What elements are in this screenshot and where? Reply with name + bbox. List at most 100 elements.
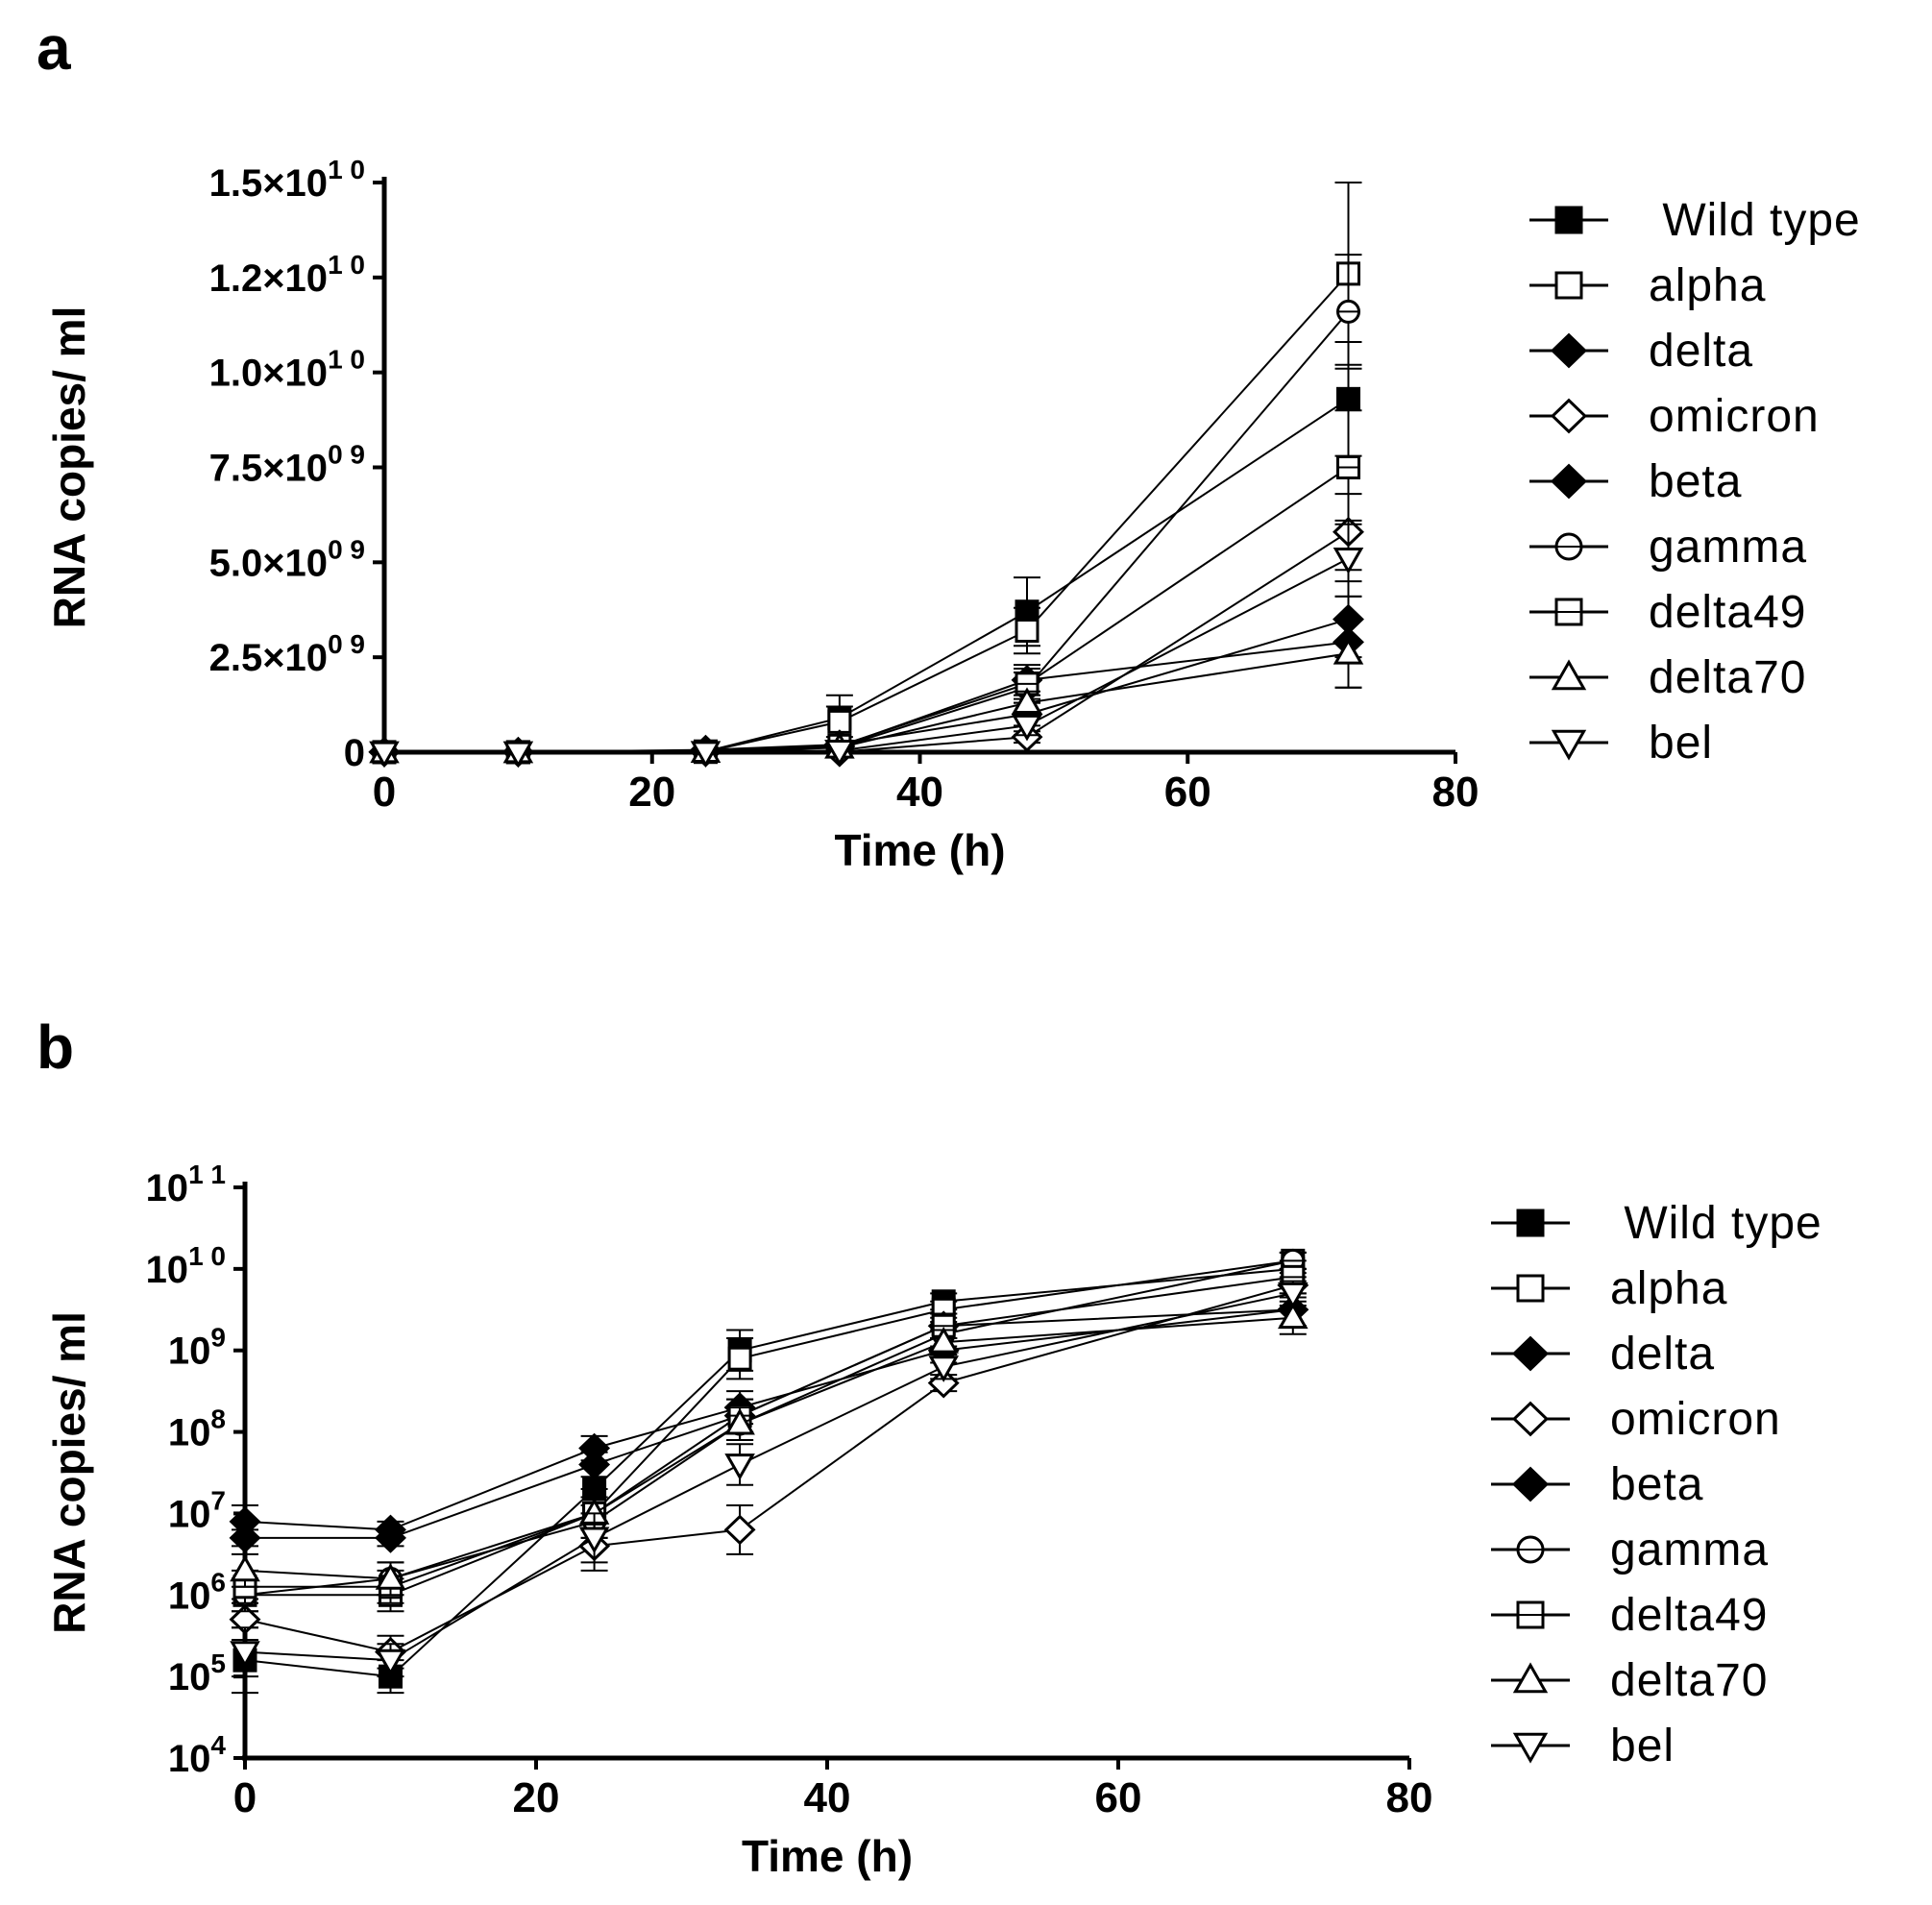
y-tick-label: 109 [168,1323,226,1373]
data-point [1336,455,1360,479]
y-tick-exponent: 9 [210,1323,226,1353]
y-tick-exponent: 1 0 [328,155,365,184]
y-tick-label: 107 [168,1485,226,1535]
y-tick-label: 104 [168,1730,227,1780]
legend-label: delta70 [1649,652,1806,703]
legend-label: bel [1649,718,1713,769]
y-tick-label: 106 [168,1567,226,1617]
data-point [1333,547,1364,574]
legend-item-wild-type: Wild type [1529,195,1861,246]
y-axis-title: RNA copies/ ml [44,306,94,629]
legend-item-omicron: omicron [1491,1394,1780,1445]
legend-item-gamma: gamma [1529,522,1807,573]
series-line [245,1308,1293,1539]
y-tick-exponent: 5 [210,1649,226,1678]
series-alpha [232,1248,1307,1613]
y-tick-label: 1.2×101 0 [209,250,365,300]
legend-item-delta70: delta70 [1491,1655,1767,1706]
series-line [383,310,1350,753]
legend-marker [1516,1535,1545,1564]
data-point [369,741,400,769]
y-tick-exponent: 1 1 [188,1160,226,1189]
data-point [1015,618,1039,643]
series-bel [230,1280,1308,1678]
y-tick-label: 101 0 [146,1241,226,1291]
legend-marker [1511,1335,1550,1372]
y-tick-exponent: 4 [210,1730,226,1760]
y-tick-label: 105 [168,1649,226,1698]
legend-label: bel [1610,1721,1675,1771]
data-point [824,740,855,767]
data-point [229,1506,261,1537]
series-wild-type [372,341,1362,765]
data-point [1333,637,1364,665]
x-tick-label: 60 [1164,769,1211,816]
y-tick-exponent: 1 0 [188,1241,226,1271]
data-point [502,741,534,769]
legend-label: delta [1649,326,1753,377]
series-line [245,1259,1293,1597]
y-tick-exponent: 0 9 [328,629,365,659]
data-point [724,1407,755,1435]
series-line [244,1267,1293,1678]
series-alpha [372,182,1362,765]
y-tick-exponent: 1 0 [328,345,365,375]
data-point [1336,299,1360,324]
y-tick-exponent: 0 9 [328,440,365,470]
series-line [383,557,1349,753]
series-line [244,1283,1294,1653]
legend-item-alpha: alpha [1491,1263,1726,1314]
data-point [1012,714,1042,742]
legend-label: beta [1610,1459,1703,1510]
data-point [928,1355,959,1382]
series-bel [369,519,1364,769]
series-beta [229,1292,1309,1546]
x-tick-label: 20 [628,769,675,816]
legend-marker [1550,463,1588,500]
data-point [928,1327,959,1354]
data-point [827,709,852,734]
legend-label: gamma [1649,522,1807,573]
legend-label: Wild type [1610,1198,1822,1249]
y-tick-label: 101 1 [146,1160,226,1209]
y-tick-label: 0 [344,732,365,774]
legend-item-alpha: alpha [1529,260,1765,311]
legend-item-delta: delta [1491,1329,1714,1380]
panel-b: b 0 20 40 60 80 104 105 106 107 108 109 101 0 101 1 Ti… [37,1013,1822,1881]
x-tick-label: 80 [1432,769,1480,816]
legend-label: gamma [1610,1525,1769,1575]
series-gamma [232,1248,1307,1613]
data-point [690,741,721,769]
series-line [384,641,1349,753]
panel-a: a 0 20 40 60 80 0 2.5×100 9 5.0×100 9 7.5×100 9 1.… [37,13,1861,875]
legend-label: Wild type [1649,195,1861,246]
data-point [230,1641,260,1668]
legend-item-delta: delta [1529,326,1753,377]
series-line [383,398,1350,753]
series-line [244,1259,1294,1597]
data-point [1278,1302,1308,1330]
data-point [1012,687,1042,715]
legend-marker [1550,398,1588,434]
legend-marker [1512,1662,1549,1694]
legend-marker [1516,1600,1545,1629]
data-point [727,1346,752,1371]
y-tick-label: 7.5×100 9 [209,440,365,490]
legend-marker [1516,1274,1545,1303]
y-tick-exponent: 1 0 [328,250,365,280]
x-axis-title: Time (h) [834,825,1005,875]
data-point [230,1554,260,1582]
legend-marker [1516,1209,1545,1237]
legend-item-gamma: gamma [1491,1525,1769,1575]
legend-marker [1511,1466,1550,1502]
data-point [1278,1282,1308,1309]
legend-marker [1554,271,1583,300]
data-point [578,1432,611,1464]
x-tick-label: 40 [804,1774,851,1821]
x-tick-label: 0 [373,769,396,816]
y-tick-label: 108 [168,1404,226,1454]
y-tick-exponent: 6 [210,1567,226,1597]
y-tick-exponent: 8 [210,1404,226,1434]
legend-marker [1554,532,1583,561]
